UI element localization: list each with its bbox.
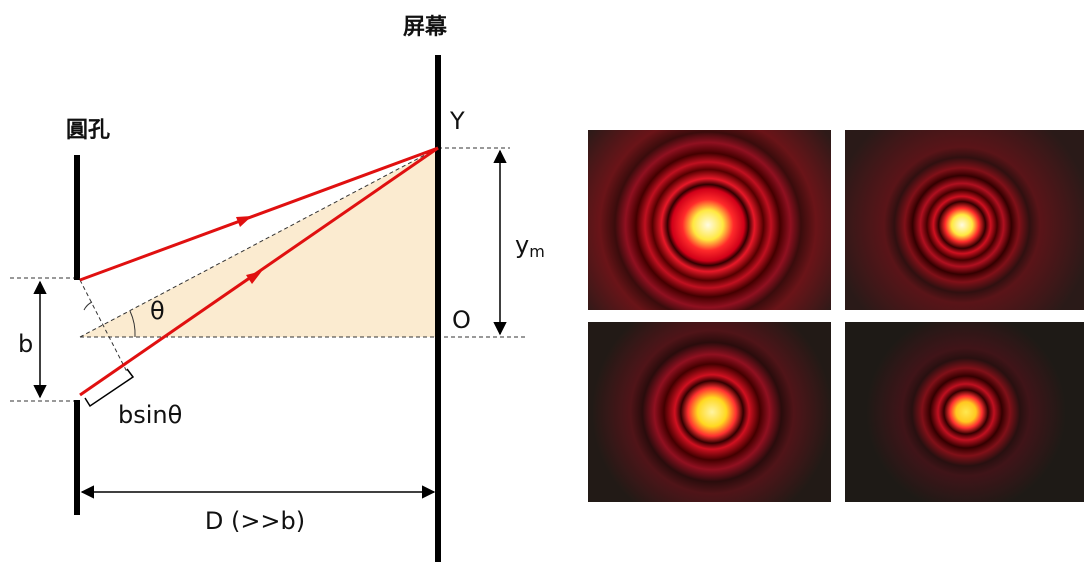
- point-label: Y: [449, 107, 465, 135]
- diffraction-image: [588, 130, 831, 310]
- ray-arrow: [246, 271, 262, 284]
- aperture-label: 圓孔: [66, 118, 110, 143]
- ray: [79, 146, 439, 282]
- diffraction-image: [588, 322, 831, 502]
- distance-label: D (>>b): [205, 507, 305, 535]
- origin-label: O: [452, 306, 471, 334]
- width-label: b: [18, 330, 33, 358]
- angle-arc: [129, 310, 136, 338]
- diffraction-image: [845, 322, 1084, 502]
- ym-label: ym: [515, 231, 545, 261]
- bracket: [84, 368, 135, 408]
- screen-label: 屏幕: [403, 15, 448, 40]
- angle-label: θ: [150, 297, 165, 325]
- path-diff-label: bsinθ: [118, 401, 182, 429]
- angle-arc: [83, 301, 93, 311]
- ray: [79, 146, 439, 397]
- ym-sub: m: [529, 242, 545, 261]
- ym-main: y: [515, 231, 529, 259]
- guides: [10, 147, 525, 402]
- diffraction-image: [845, 130, 1084, 310]
- ray-arrow: [236, 216, 252, 227]
